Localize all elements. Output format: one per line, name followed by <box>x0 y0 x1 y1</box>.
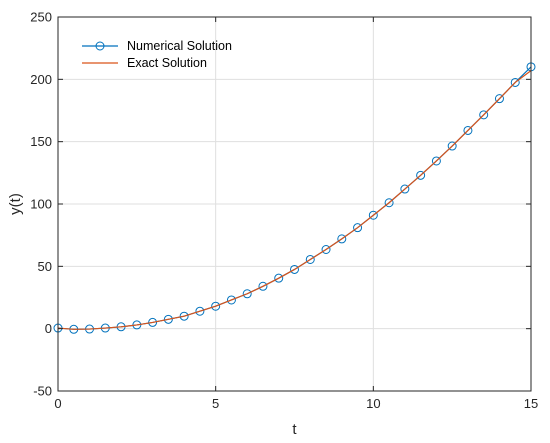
y-tick-label: 150 <box>30 134 52 149</box>
series-layer <box>53 62 536 334</box>
numerical-solution-marker <box>226 295 236 305</box>
numerical-solution-marker <box>447 141 457 151</box>
numerical-solution-marker <box>242 289 252 299</box>
y-axis-label: y(t) <box>7 193 24 215</box>
numerical-solution-marker <box>163 314 173 324</box>
axis-ticks <box>57 16 532 392</box>
numerical-solution-marker <box>321 245 331 255</box>
y-tick-label: 200 <box>30 72 52 87</box>
legend: Numerical Solution Exact Solution <box>82 39 232 70</box>
numerical-solution-marker <box>384 198 394 208</box>
x-tick-label: 0 <box>54 396 61 411</box>
numerical-solution-marker <box>305 254 315 264</box>
numerical-solution-marker <box>258 281 268 291</box>
numerical-solution-marker <box>195 306 205 316</box>
numerical-solution-marker <box>494 94 504 104</box>
numerical-solution-marker <box>463 125 473 135</box>
numerical-solution-marker <box>274 273 284 283</box>
numerical-solution-marker <box>431 156 441 166</box>
numerical-solution-marker <box>416 170 426 180</box>
exact-solution-line <box>57 70 532 330</box>
x-axis-label: t <box>292 421 297 438</box>
x-tick-label: 10 <box>366 396 380 411</box>
numerical-solution-marker <box>179 311 189 321</box>
numerical-solution-marker <box>211 301 221 311</box>
legend-numerical-marker <box>95 41 105 51</box>
numerical-solution-marker <box>400 184 410 194</box>
y-tick-label: -50 <box>33 384 52 399</box>
numerical-solution-marker <box>148 317 158 327</box>
y-tick-label: 250 <box>30 10 52 25</box>
numerical-solution-marker <box>353 223 363 233</box>
y-tick-label: 0 <box>45 321 52 336</box>
y-tick-label: 100 <box>30 197 52 212</box>
legend-exact-label: Exact Solution <box>127 56 207 70</box>
numerical-solution-marker <box>479 110 489 120</box>
numerical-solution-marker <box>290 264 299 274</box>
x-tick-label: 15 <box>524 396 538 411</box>
y-tick-label: 50 <box>38 259 52 274</box>
numerical-solution-marker <box>510 77 520 87</box>
legend-numerical-label: Numerical Solution <box>127 39 232 53</box>
x-tick-label: 5 <box>212 396 219 411</box>
numerical-solution-marker <box>368 210 378 220</box>
numerical-solution-marker <box>337 234 347 244</box>
